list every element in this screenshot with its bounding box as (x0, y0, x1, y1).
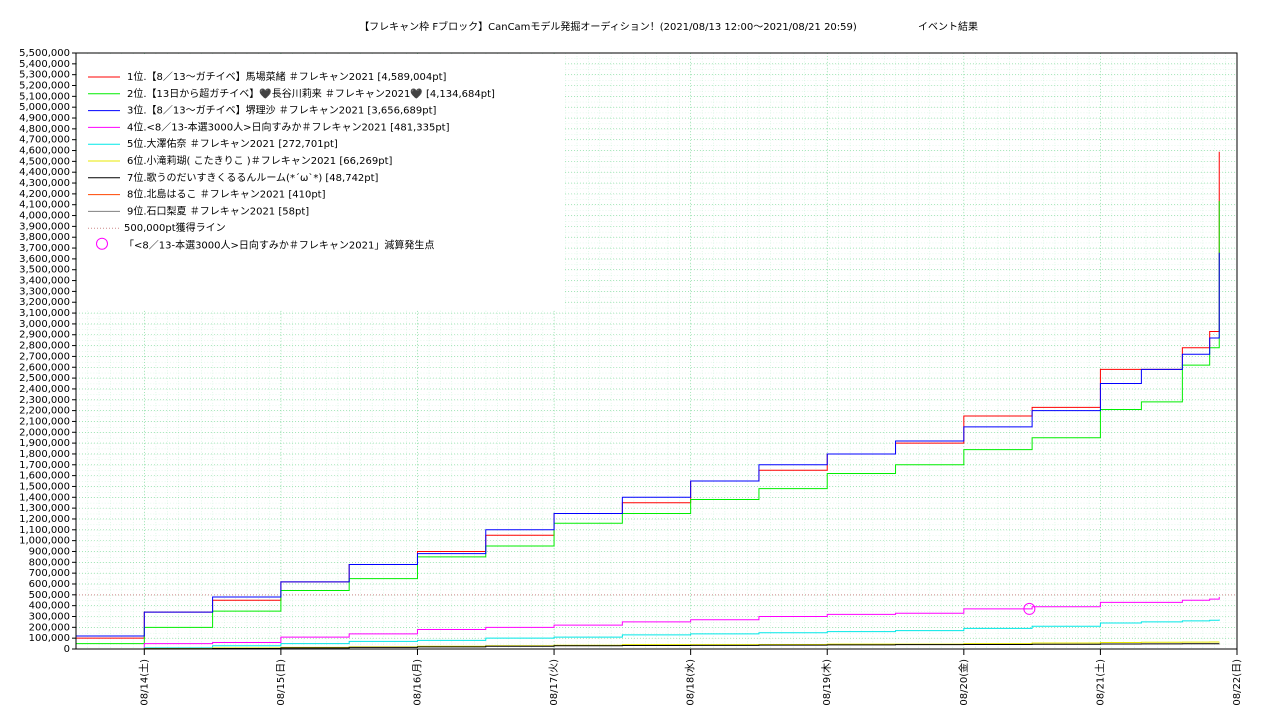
y-tick-label: 200,000 (29, 622, 70, 633)
y-tick-label: 100,000 (29, 633, 70, 644)
y-tick-label: 3,300,000 (19, 286, 70, 297)
y-tick-label: 1,700,000 (19, 460, 70, 471)
chart-subtitle: イベント結果 (918, 20, 978, 33)
y-tick-label: 3,100,000 (19, 308, 70, 319)
y-tick-label: 3,700,000 (19, 243, 70, 254)
y-tick-label: 2,400,000 (19, 384, 70, 395)
legend-label: 9位.石口梨夏 ＃フレキャン2021 [58pt] (127, 204, 309, 217)
y-tick-label: 3,800,000 (19, 232, 70, 243)
x-tick-label: 08/18(水) (685, 659, 697, 706)
y-tick-label: 500,000 (29, 590, 70, 601)
x-tick-label: 08/17(火) (548, 659, 560, 706)
y-tick-label: 4,200,000 (19, 189, 70, 200)
x-tick-label: 08/22(日) (1232, 659, 1243, 706)
legend-label: 3位.【8／13〜ガチイベ】堺理沙 ＃フレキャン2021 [3,656,689p… (127, 104, 436, 117)
y-tick-label: 3,400,000 (19, 276, 70, 287)
y-tick-label: 2,700,000 (19, 351, 70, 362)
y-tick-label: 5,300,000 (19, 70, 70, 81)
y-tick-label: 4,600,000 (19, 146, 70, 157)
legend-label: 6位.小滝莉瑚( こたきりこ )＃フレキャン2021 [66,269pt] (127, 154, 392, 167)
series-line (76, 643, 1220, 650)
y-tick-label: 4,900,000 (19, 113, 70, 124)
y-tick-label: 5,100,000 (19, 91, 70, 102)
x-tick-label: 08/14(土) (137, 659, 150, 706)
y-tick-label: 2,300,000 (19, 395, 70, 406)
y-tick-label: 1,100,000 (19, 525, 70, 536)
legend-label: 7位.歌うのだいすきくるるんルーム(*´ω`*) [48,742pt] (127, 171, 379, 184)
y-tick-label: 4,700,000 (19, 135, 70, 146)
y-tick-label: 300,000 (29, 611, 70, 622)
y-tick-label: 1,400,000 (19, 492, 70, 503)
series-line (76, 252, 1220, 637)
y-tick-label: 5,000,000 (19, 102, 70, 113)
y-tick-label: 1,900,000 (19, 438, 70, 449)
series-line (76, 200, 1220, 645)
y-tick-label: 2,800,000 (19, 341, 70, 352)
y-tick-label: 5,500,000 (19, 48, 70, 59)
y-tick-label: 3,600,000 (19, 254, 70, 265)
y-tick-label: 4,300,000 (19, 178, 70, 189)
legend: 1位.【8／13〜ガチイベ】馬場菜緒 ＃フレキャン2021 [4,589,004… (88, 70, 495, 252)
y-tick-label: 4,500,000 (19, 156, 70, 167)
legend-label: 4位.<8／13-本選3000人>日向すみか＃フレキャン2021 [481,33… (127, 120, 450, 133)
y-tick-label: 2,600,000 (19, 362, 70, 373)
x-tick-label: 08/16(月) (411, 659, 423, 706)
y-tick-label: 1,300,000 (19, 503, 70, 514)
y-tick-label: 4,000,000 (19, 211, 70, 222)
y-tick-label: 3,900,000 (19, 221, 70, 232)
y-tick-label: 900,000 (29, 546, 70, 557)
series-line (76, 619, 1220, 650)
legend-label: 1位.【8／13〜ガチイベ】馬場菜緒 ＃フレキャン2021 [4,589,004… (127, 70, 446, 83)
legend-label: 2位.【13日から超ガチイベ】🖤長谷川莉来 ＃フレキャン2021🖤 [4,134… (127, 87, 495, 100)
y-tick-label: 4,800,000 (19, 124, 70, 135)
y-tick-label: 600,000 (29, 579, 70, 590)
legend-label: 5位.大澤佑奈 ＃フレキャン2021 [272,701pt] (127, 137, 338, 150)
x-tick-label: 08/20(金) (957, 659, 970, 706)
y-tick-label: 0 (64, 644, 70, 655)
y-tick-label: 400,000 (29, 601, 70, 612)
legend-label: 500,000pt獲得ライン (124, 221, 226, 234)
y-tick-label: 2,200,000 (19, 406, 70, 417)
plot-frame (75, 52, 1238, 650)
y-tick-label: 1,600,000 (19, 471, 70, 482)
legend-label: 「<8／13-本選3000人>日向すみか＃フレキャン2021」減算発生点 (124, 239, 434, 252)
y-tick-label: 800,000 (29, 557, 70, 568)
y-tick-label: 2,500,000 (19, 373, 70, 384)
legend-label: 8位.北島はるこ ＃フレキャン2021 [410pt] (127, 188, 326, 201)
x-tick-label: 08/21(土) (1093, 659, 1106, 706)
y-tick-label: 1,500,000 (19, 481, 70, 492)
legend-background (77, 54, 565, 310)
y-tick-label: 2,000,000 (19, 427, 70, 438)
y-tick-label: 5,200,000 (19, 81, 70, 92)
y-tick-label: 3,500,000 (19, 265, 70, 276)
marker (1023, 602, 1036, 615)
series-line (76, 596, 1220, 650)
y-tick-label: 5,400,000 (19, 59, 70, 70)
legend-swatch (96, 237, 108, 250)
y-tick-label: 2,900,000 (19, 330, 70, 341)
grid: 0100,000200,000300,000400,000500,000600,… (19, 48, 1243, 706)
y-tick-label: 1,800,000 (19, 449, 70, 460)
chart-title: 【フレキャン枠 Fブロック】CanCamモデル発掘オーディション！(2021/0… (359, 20, 857, 33)
y-tick-label: 3,200,000 (19, 297, 70, 308)
x-tick-label: 08/15(日) (276, 659, 287, 706)
y-tick-label: 4,400,000 (19, 167, 70, 178)
y-tick-label: 3,000,000 (19, 319, 70, 330)
x-tick-label: 08/19(木) (821, 659, 833, 706)
y-tick-label: 700,000 (29, 568, 70, 579)
y-tick-label: 1,000,000 (19, 536, 70, 547)
y-tick-label: 2,100,000 (19, 416, 70, 427)
y-tick-label: 1,200,000 (19, 514, 70, 525)
y-tick-label: 4,100,000 (19, 200, 70, 211)
